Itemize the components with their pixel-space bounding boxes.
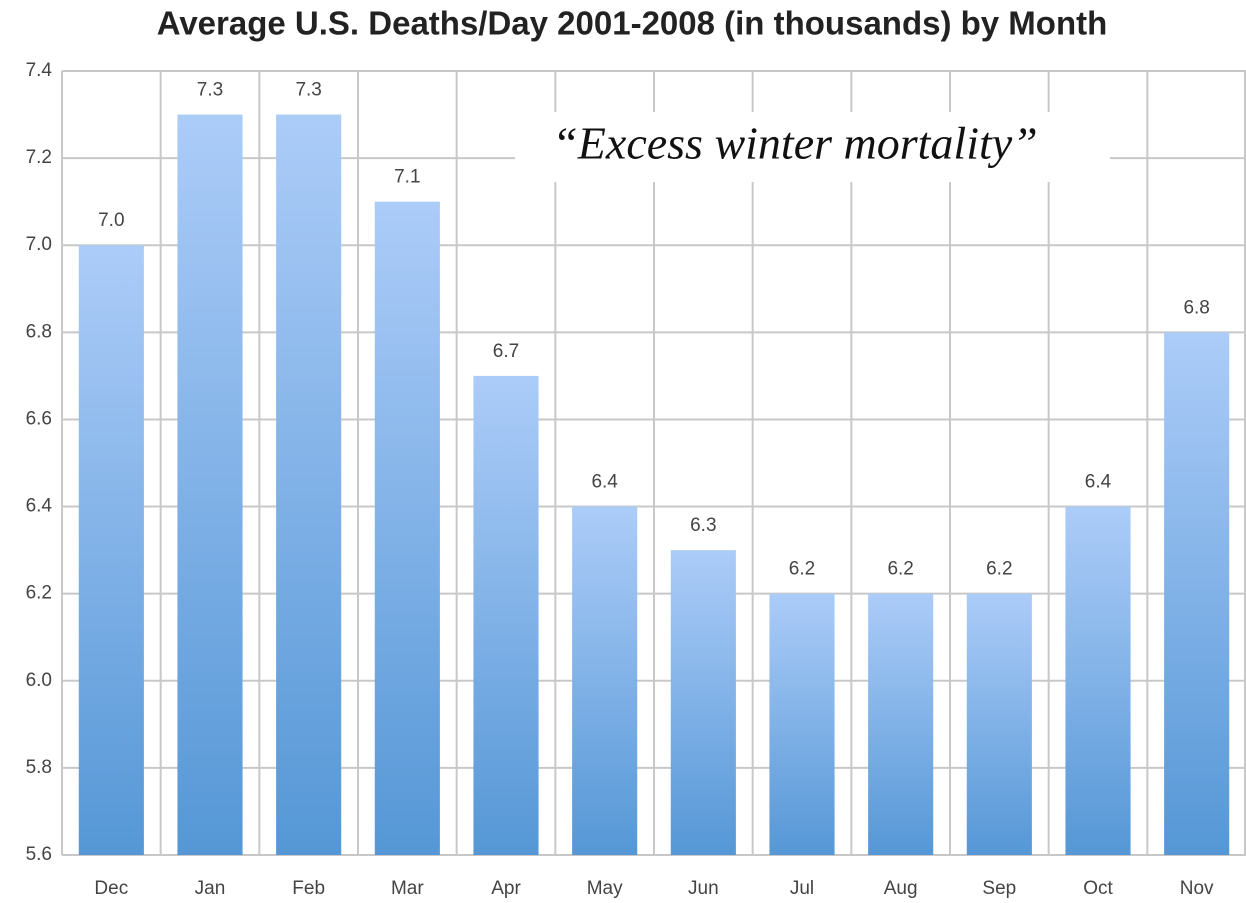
x-tick-label: Jul	[790, 878, 814, 899]
value-label: 6.7	[493, 341, 519, 362]
bar	[473, 375, 539, 855]
x-tick-label: Jan	[195, 878, 226, 899]
value-label: 6.8	[1183, 297, 1209, 318]
y-tick-label: 5.6	[26, 844, 52, 865]
y-tick-label: 7.0	[26, 234, 52, 255]
x-tick-label: May	[587, 878, 623, 899]
y-tick-label: 6.8	[26, 321, 52, 342]
bar	[78, 245, 144, 855]
x-tick-label: Aug	[884, 878, 918, 899]
bar	[1164, 332, 1230, 855]
value-label: 6.2	[789, 559, 815, 580]
value-label: 6.2	[887, 559, 913, 580]
x-tick-label: Feb	[292, 878, 325, 899]
bar	[670, 550, 736, 855]
value-label: 6.2	[986, 559, 1012, 580]
x-tick-label: Dec	[94, 878, 128, 899]
bar	[374, 201, 440, 855]
value-label: 7.0	[98, 210, 124, 231]
bar	[1065, 506, 1131, 855]
chart-title: Average U.S. Deaths/Day 2001-2008 (in th…	[157, 5, 1108, 42]
y-tick-label: 6.4	[26, 496, 53, 517]
annotation: “Excess winter mortality”	[552, 118, 1038, 169]
value-label: 7.3	[197, 80, 223, 101]
x-tick-label: Apr	[491, 878, 521, 899]
value-label: 6.4	[1085, 472, 1112, 493]
x-tick-label: Sep	[982, 878, 1016, 899]
bar	[276, 114, 342, 856]
grid	[61, 70, 1246, 856]
bar	[177, 114, 243, 856]
value-label: 7.3	[295, 80, 321, 101]
bar	[966, 593, 1032, 855]
x-tick-label: Oct	[1083, 878, 1113, 899]
y-tick-label: 6.6	[26, 408, 52, 429]
bar	[769, 593, 835, 855]
bar	[868, 593, 934, 855]
annotation-box	[515, 112, 1110, 182]
value-label: 6.4	[591, 472, 618, 493]
y-tick-label: 6.2	[26, 583, 52, 604]
x-tick-label: Mar	[391, 878, 424, 899]
y-tick-label: 5.8	[26, 757, 52, 778]
y-tick-label: 6.0	[26, 670, 52, 691]
x-tick-label: Jun	[688, 878, 719, 899]
value-label: 6.3	[690, 515, 716, 536]
y-tick-label: 7.4	[26, 60, 53, 81]
value-label: 7.1	[394, 167, 420, 188]
x-tick-label: Nov	[1180, 878, 1214, 899]
bar	[572, 506, 638, 855]
y-tick-label: 7.2	[26, 147, 52, 168]
